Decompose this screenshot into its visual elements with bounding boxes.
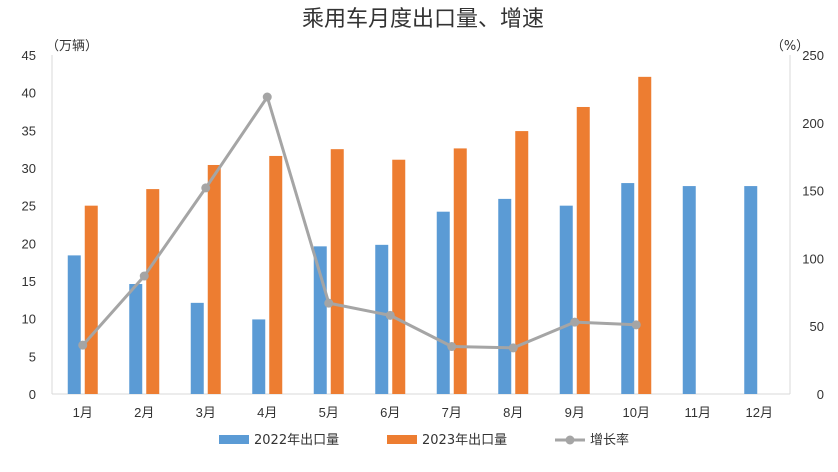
y-left-tick-label: 15: [22, 274, 36, 289]
y-right-tick-label: 200: [802, 116, 824, 131]
y-left-tick-label: 35: [22, 123, 36, 138]
bar-2022-5: [313, 246, 327, 394]
series-2022-bars: [67, 183, 758, 394]
bar-2022-7: [436, 211, 450, 394]
x-tick-label: 7月: [442, 405, 462, 420]
bar-2023-3: [207, 164, 221, 394]
growth-point-1: [78, 340, 88, 350]
growth-point-3: [201, 183, 211, 193]
bar-2023-2: [146, 189, 160, 394]
y-right-tick-label: 150: [802, 184, 824, 199]
bar-2022-8: [498, 198, 512, 394]
bar-2023-1: [84, 205, 98, 394]
growth-point-4: [262, 92, 272, 102]
y-right-tick-label: 100: [802, 251, 824, 266]
x-tick-label: 6月: [380, 405, 400, 420]
y-left-tick-label: 40: [22, 86, 36, 101]
bar-2022-1: [67, 255, 81, 394]
y-left-tick-label: 25: [22, 199, 36, 214]
bar-2022-10: [621, 183, 635, 394]
legend-label-growth: 增长率: [590, 432, 629, 448]
bar-2022-11: [682, 186, 696, 394]
bar-2023-4: [269, 155, 283, 394]
bar-2023-5: [330, 149, 344, 394]
bar-2022-6: [375, 244, 389, 394]
y-right-ticks: 0 50 100 150 200 250: [802, 48, 824, 402]
y-left-tick-label: 45: [22, 48, 36, 63]
chart-title: 乘用车月度出口量、增速: [302, 7, 544, 32]
legend-swatch-2023: [387, 435, 417, 444]
x-tick-label: 12月: [746, 405, 773, 420]
x-tick-label: 4月: [257, 405, 277, 420]
legend-swatch-2022: [219, 435, 249, 444]
x-tick-label: 5月: [319, 405, 339, 420]
growth-point-9: [570, 317, 580, 327]
bar-2023-10: [638, 76, 652, 394]
y-left-ticks: 0 5 10 15 20 25 30 35 40 45: [22, 48, 36, 402]
series-growth-line: [78, 92, 641, 353]
y-right-tick-label: 50: [810, 319, 824, 334]
y-left-tick-label: 30: [22, 161, 36, 176]
x-tick-label: 11月: [685, 405, 712, 420]
legend: 2022年出口量 2023年出口量 增长率: [219, 432, 629, 448]
x-tick-label: 9月: [565, 405, 585, 420]
legend-label-2023: 2023年出口量: [422, 433, 507, 448]
x-tick-label: 3月: [196, 405, 216, 420]
growth-point-2: [139, 271, 149, 281]
bar-2022-2: [129, 284, 143, 394]
y-left-tick-label: 20: [22, 236, 36, 251]
x-tick-label: 8月: [503, 405, 523, 420]
y-left-tick-label: 5: [29, 349, 36, 364]
legend-label-2022: 2022年出口量: [254, 433, 339, 448]
series-2023-bars: [84, 76, 652, 394]
growth-point-10: [631, 320, 641, 330]
x-tick-label: 10月: [623, 405, 650, 420]
y-right-tick-label: 0: [817, 387, 824, 402]
bar-2022-4: [252, 319, 266, 394]
bar-2022-9: [559, 205, 573, 394]
growth-point-5: [324, 298, 334, 308]
growth-point-7: [447, 342, 457, 352]
bar-2022-3: [190, 302, 204, 394]
y-left-unit: （万辆）: [46, 39, 98, 54]
bar-2023-6: [392, 159, 406, 394]
y-left-tick-label: 10: [22, 312, 36, 327]
x-tick-label: 2月: [134, 405, 154, 420]
bar-2022-12: [744, 186, 758, 394]
bar-2023-9: [576, 106, 590, 394]
growth-line-path: [81, 95, 637, 350]
y-right-tick-label: 250: [802, 48, 824, 63]
x-ticks: 1月 2月 3月 4月 5月 6月 7月 8月 9月 10月 11月 12月: [73, 405, 773, 420]
bar-2023-8: [515, 131, 529, 394]
growth-point-6: [385, 310, 395, 320]
bar-2023-7: [453, 148, 467, 394]
growth-point-8: [508, 343, 518, 353]
y-left-tick-label: 0: [29, 387, 36, 402]
y-right-unit: （%）: [771, 39, 809, 54]
legend-swatch-growth-marker: [565, 435, 575, 445]
x-tick-label: 1月: [73, 405, 93, 420]
